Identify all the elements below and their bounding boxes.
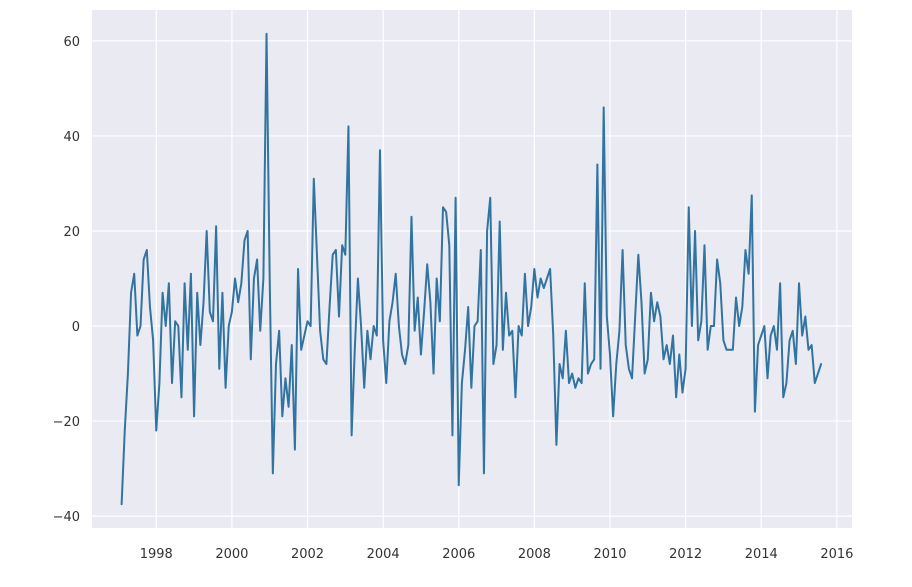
- y-tick-label: 40: [63, 130, 80, 145]
- x-tick-label: 2006: [442, 547, 475, 562]
- series-layer: [120, 32, 823, 506]
- series-line: [120, 32, 823, 506]
- x-tick-label: 2010: [593, 547, 626, 562]
- x-axis-tick-labels: 1998 2000 2002 2004 2006 2008 2010 2012 2014 2016: [140, 547, 854, 562]
- y-tick-label: −40: [53, 510, 80, 525]
- plot-area: [92, 10, 852, 528]
- grid: [92, 10, 852, 528]
- y-axis-tick-labels: −40 −20 0 20 40 60: [53, 35, 80, 525]
- x-tick-label: 2012: [669, 547, 702, 562]
- y-tick-label: 60: [63, 35, 80, 50]
- y-tick-label: −20: [53, 415, 80, 430]
- x-tick-label: 2002: [291, 547, 324, 562]
- x-tick-label: 2016: [820, 547, 853, 562]
- x-tick-label: 2000: [215, 547, 248, 562]
- x-tick-label: 2014: [745, 547, 778, 562]
- x-tick-label: 2004: [367, 547, 400, 562]
- x-tick-label: 2008: [518, 547, 551, 562]
- y-tick-label: 0: [72, 320, 80, 335]
- x-tick-label: 1998: [140, 547, 173, 562]
- y-tick-label: 20: [63, 225, 80, 240]
